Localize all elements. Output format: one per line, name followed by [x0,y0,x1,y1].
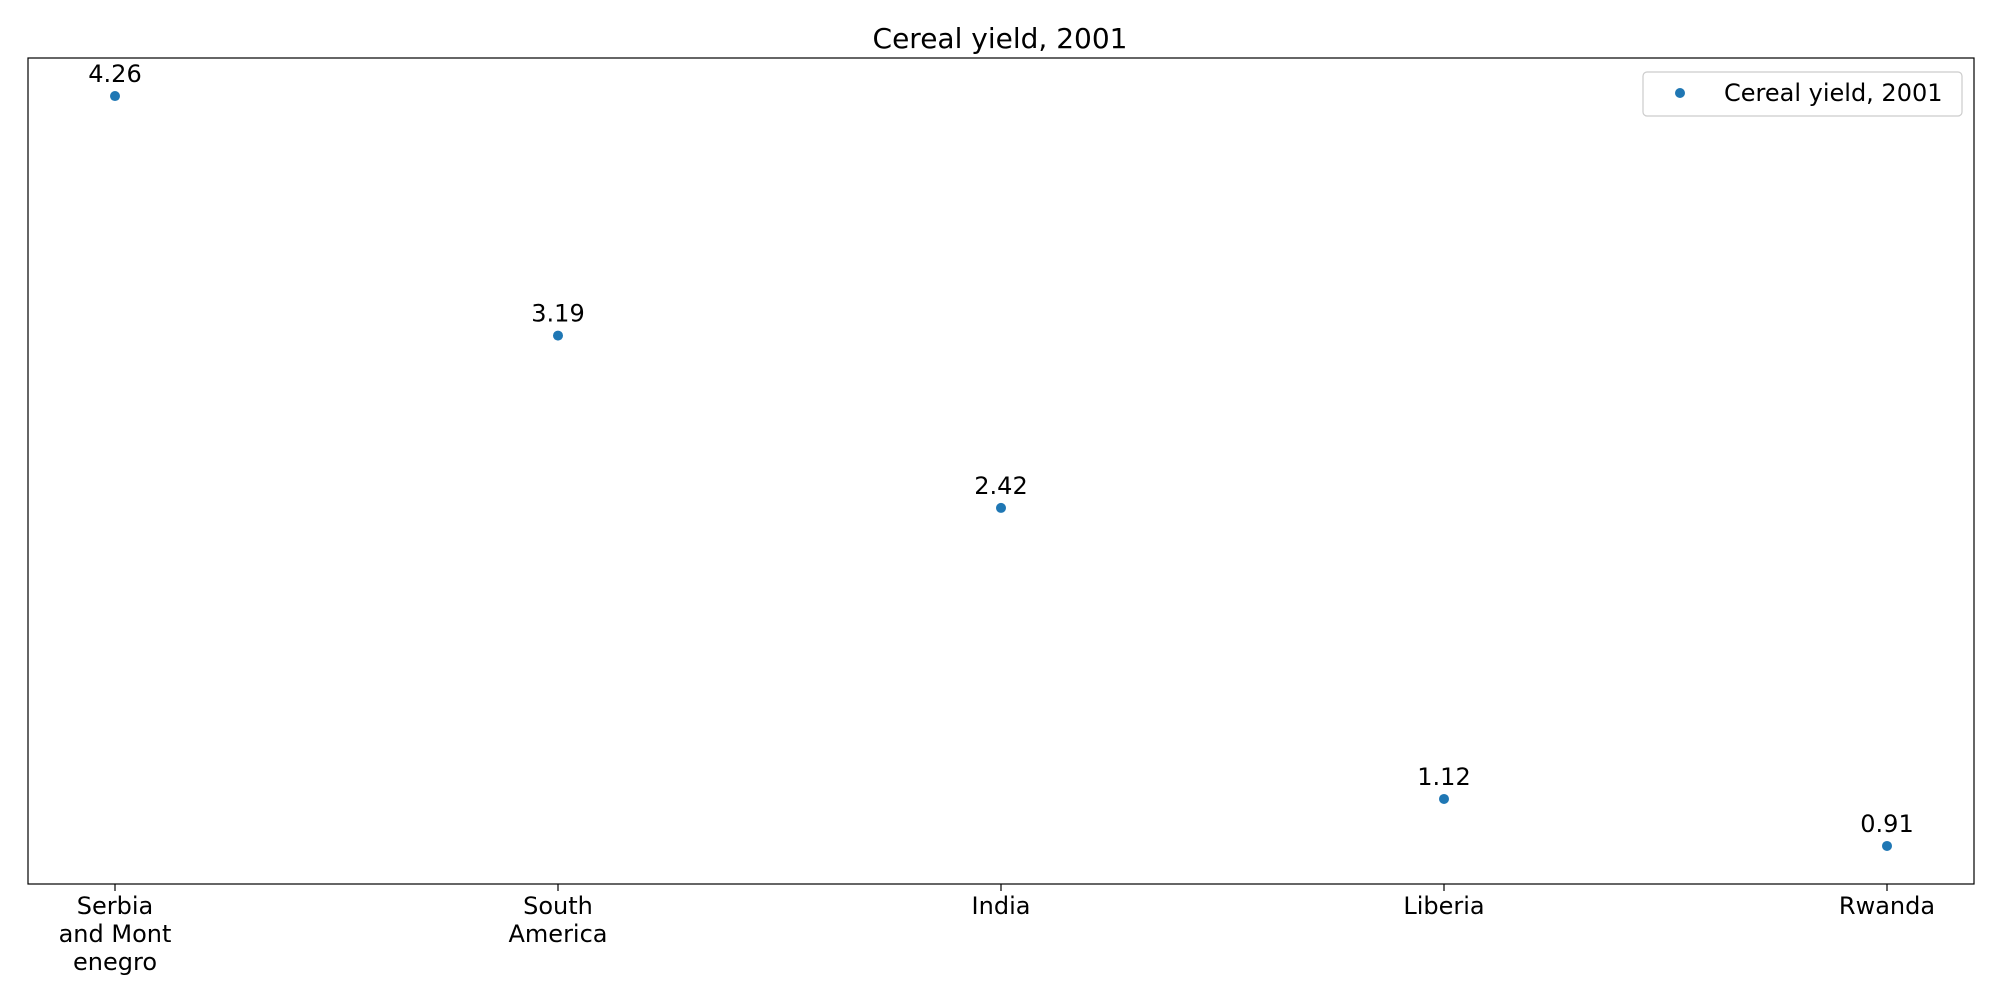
x-tick-label-line: South [523,892,593,920]
x-tick-label: Liberia [1403,892,1484,920]
legend-box [1642,71,1963,117]
scatter-points [110,91,1892,851]
x-tick-label-line: Rwanda [1839,892,1935,920]
legend: Cereal yield, 2001 [1642,71,1963,117]
x-tick-label: Serbia and Mont enegro [59,892,172,976]
legend-marker-icon [1675,88,1685,98]
x-tick-label-line: America [509,920,608,948]
data-label: 3.19 [531,300,584,328]
x-tick-label-line: Liberia [1403,892,1484,920]
data-label: 1.12 [1417,763,1470,791]
x-tick-label: South America [509,892,608,948]
x-tick-label-line: enegro [73,948,157,976]
data-label: 2.42 [974,472,1027,500]
data-point [1439,793,1449,804]
data-point [110,91,120,102]
data-point [1882,840,1892,851]
chart-title: Cereal yield, 2001 [873,22,1128,55]
x-tick-label-line: Serbia [77,892,153,920]
data-point [553,330,563,341]
legend-label: Cereal yield, 2001 [1724,79,1943,107]
x-tick-label-line: and Mont [59,920,172,948]
x-axis: Serbia and Mont enegro South America India Lib… [59,884,1935,976]
data-labels: 4.26 3.19 2.42 1.12 0.91 [88,60,1913,838]
data-label: 4.26 [88,60,141,88]
x-tick-label-line: India [972,892,1031,920]
data-label: 0.91 [1860,810,1913,838]
data-point [996,502,1006,513]
x-tick-label: Rwanda [1839,892,1935,920]
x-tick-label: India [972,892,1031,920]
